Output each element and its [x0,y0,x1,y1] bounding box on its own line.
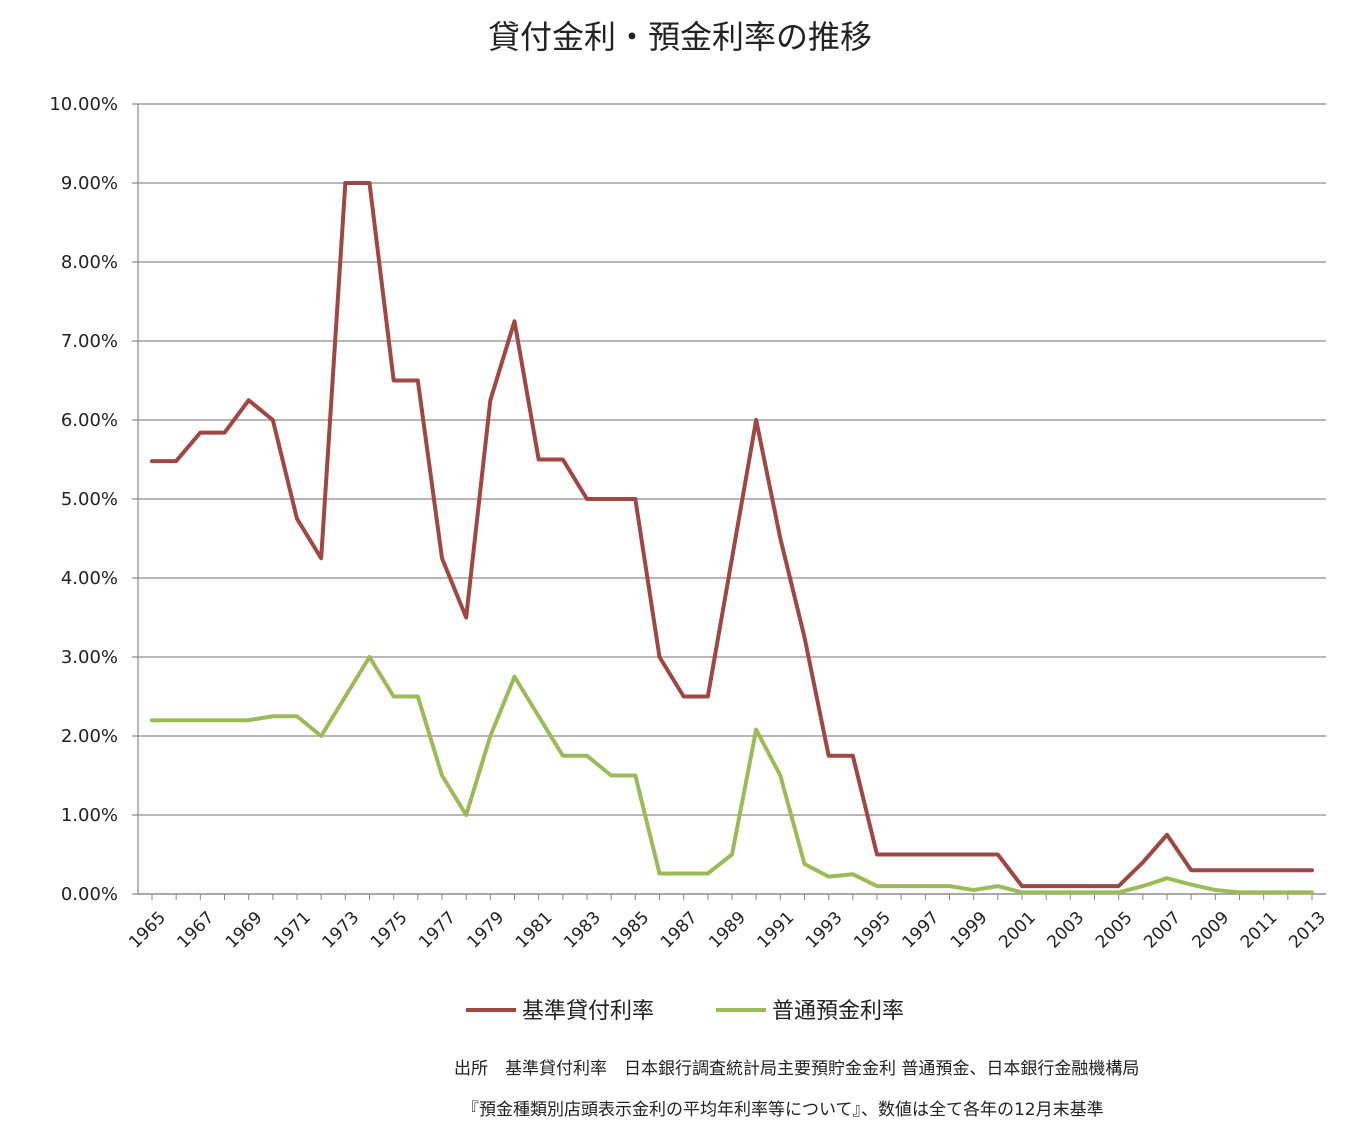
series [150,181,1314,895]
y-tick-label: 1.00% [61,805,118,826]
chart-title: 貸付金利・預金利率の推移 [488,18,872,56]
y-tick-label: 10.00% [49,94,118,115]
series-line-1 [150,655,1314,895]
y-tick-label: 2.00% [61,726,118,747]
legend: 基準貸付利率 普通預金利率 [466,999,904,1024]
y-tick-label: 3.00% [61,647,118,668]
y-tick-label: 0.00% [61,884,118,905]
y-tick-label: 8.00% [61,252,118,273]
legend-label-loan-rate: 基準貸付利率 [522,999,654,1024]
legend-label-deposit-rate: 普通預金利率 [772,999,904,1024]
y-tick-label: 9.00% [61,173,118,194]
source-note-line-2: 『預金種類別店頭表示金利の平均年利率等について』、数値は全て各年の12月末基準 [462,1100,1104,1120]
y-tick-label: 5.00% [61,489,118,510]
y-tick-label: 7.00% [61,331,118,352]
y-tick-label: 6.00% [61,410,118,431]
y-tick-label: 4.00% [61,568,118,589]
series-line-0 [150,181,1314,889]
grid [138,103,1326,895]
source-note-line-1: 出所 基準貸付利率 日本銀行調査統計局主要預貯金金利 普通預金、日本銀行金融機構… [454,1059,1139,1079]
y-axis-ticks: 0.00% 1.00% 2.00% 3.00% 4.00% 5.00% 6.00% 7.00%… [49,94,138,905]
